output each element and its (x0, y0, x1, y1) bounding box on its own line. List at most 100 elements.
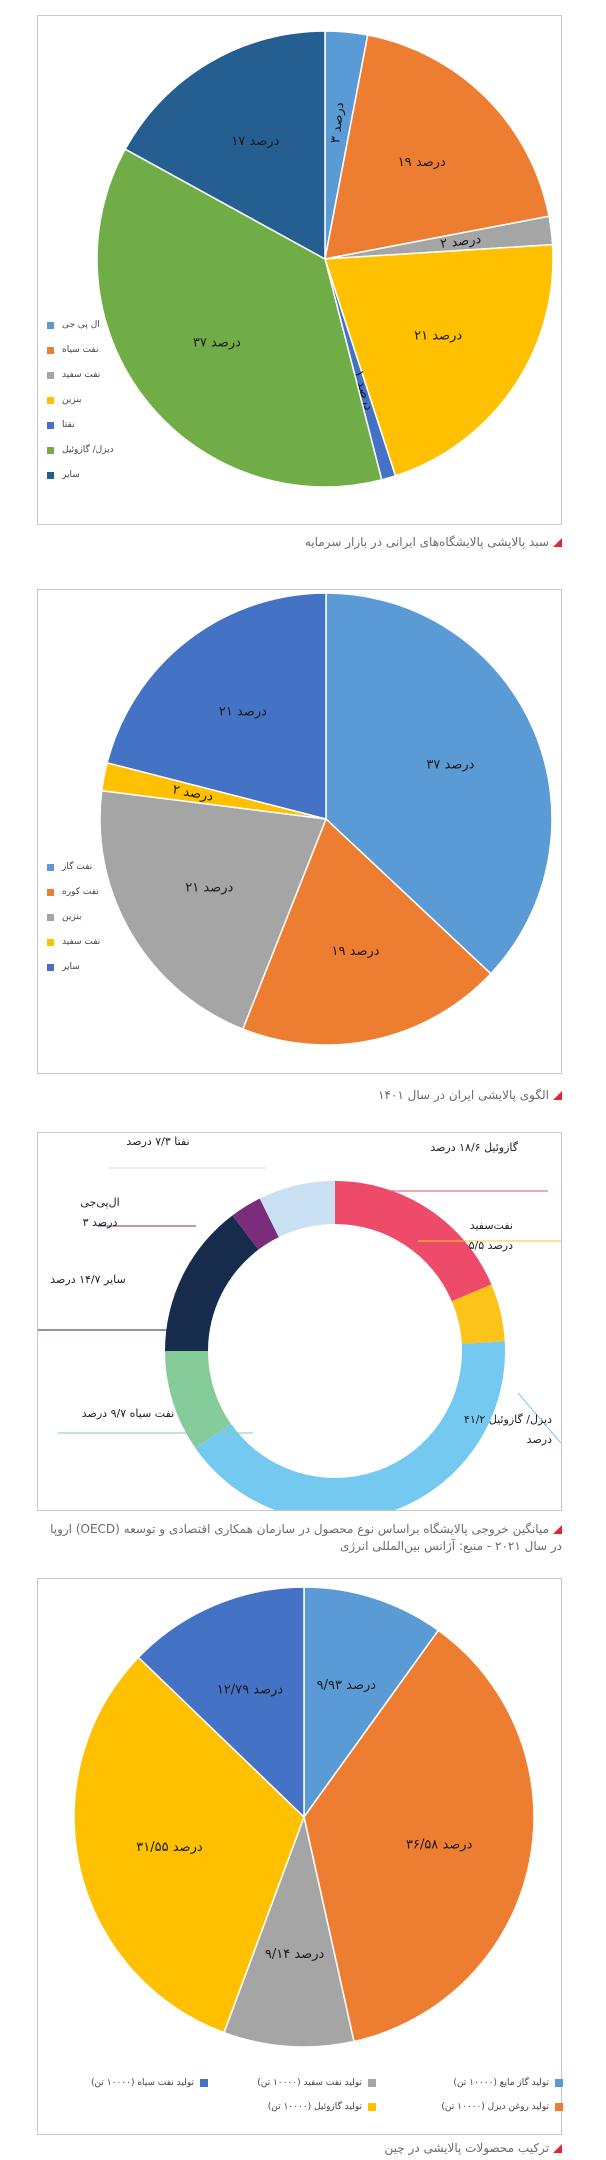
chart1-legend: ال پی جی نفت سیاه نفت سفید بنزین نفتا دیزل/ گ… (47, 318, 114, 493)
chart2-legend-item: نفت کوره (47, 885, 100, 899)
legend-label: تولید نفت سفید (۱۰۰۰۰ تن) (257, 2078, 362, 2088)
legend-swatch (47, 888, 54, 896)
caption-marker-icon (553, 1091, 562, 1100)
legend-swatch (47, 421, 54, 429)
chart4-slice-label-0: ۹/۹۳ درصد (317, 1678, 377, 1693)
chart4-panel: ۹/۹۳ درصد ۳۶/۵۸ درصد ۹/۱۴ درصد ۳۱/۵۵ درصد ۱۲… (37, 1578, 562, 2135)
legend-swatch (47, 471, 54, 479)
legend-swatch (47, 963, 54, 971)
chart4-slice-0 (303, 1586, 440, 1820)
chart4-slice-label-1: ۳۶/۵۸ درصد (406, 1837, 473, 1852)
chart4-legend-item: تولید نفت سیاه (۱۰۰۰۰ تن) (91, 2078, 208, 2088)
chart1-legend-item: دیزل/ گازوئیل (47, 443, 114, 457)
chart2-legend-item: بنزین (47, 910, 100, 924)
chart2-legend-item: نفت گاز (47, 860, 100, 874)
chart4-slice-label-4: ۱۲/۷۹ درصد (217, 1682, 284, 1697)
chart3-slice-3 (165, 1351, 231, 1449)
chart1-slice-label-3: ۲۱ درصد (414, 328, 462, 343)
legend-label: تولید نفت سیاه (۱۰۰۰۰ تن) (91, 2078, 194, 2088)
legend-swatch (47, 346, 54, 354)
chart2-slice-0 (325, 592, 553, 975)
chart2-caption: الگوی پالایشی ایران در سال ۱۴۰۱ (37, 1087, 562, 1104)
chart3-donut: گازوئیل ۱۸/۶ درصد نفت‌سفید ۵/۵ درصد دیزل/ گ… (38, 1135, 561, 1510)
chart4-legend: تولید گاز مایع (۱۰۰۰۰ تن) تولید روغن دیزل… (0, 2065, 606, 2125)
chart2-panel: ۳۷ درصد ۱۹ درصد ۲۱ درصد ۲ درصد ۲۱ درصد نفت گ… (37, 589, 562, 1074)
chart1-slice-label-1: ۱۹ درصد (398, 155, 446, 170)
legend-label: نفت سفید (62, 370, 101, 380)
legend-swatch (47, 371, 54, 379)
legend-swatch (200, 2079, 208, 2087)
chart2-legend-item: نفت سفید (47, 935, 100, 949)
chart3-slice-6 (259, 1181, 335, 1238)
legend-label: نفتا (62, 420, 75, 430)
chart3-slice-1 (451, 1284, 505, 1344)
chart2-slice-label-0: ۳۷ درصد (426, 758, 474, 773)
caption-marker-icon (553, 538, 562, 547)
chart4-slice-2 (223, 1814, 355, 2048)
chart1-panel: ۳ درصد ۱۹ درصد ۲ درصد ۲۱ درصد ۱ درصد ۳۷ درصد ۱… (37, 15, 562, 525)
chart3-ext-label-5-line2: ۳ درصد (83, 1216, 118, 1229)
chart1-caption-text: سبد پالایشی پالایشگاه‌های ایرانی در بازا… (304, 535, 549, 549)
chart3-ext-label-5: ال‌پی‌جی (80, 1196, 119, 1209)
chart2-slice-label-2: ۲۱ درصد (185, 881, 233, 896)
legend-label: نفت سیاه (62, 345, 99, 355)
legend-swatch (47, 321, 54, 329)
chart4-caption-text: ترکیب محصولات پالایشی در چین (384, 2141, 549, 2155)
legend-swatch (47, 913, 54, 921)
chart1-legend-item: سایر (47, 468, 114, 482)
caption-marker-icon (553, 1525, 562, 1534)
chart1-slice-3 (323, 243, 554, 477)
chart4-caption: ترکیب محصولات پالایشی در چین (37, 2140, 562, 2157)
chart1-slice-1 (324, 34, 550, 260)
legend-label: سایر (62, 962, 80, 972)
chart1-legend-item: نفت سیاه (47, 343, 114, 357)
chart4-pie: ۹/۹۳ درصد ۳۶/۵۸ درصد ۹/۱۴ درصد ۳۱/۵۵ درصد ۱۲… (73, 1586, 535, 2048)
chart3-ext-label-3: نفت سیاه ۹/۷ درصد (82, 1407, 174, 1420)
chart3-ext-label-6: نفتا ۷/۳ درصد (126, 1135, 189, 1148)
legend-swatch (368, 2079, 376, 2087)
legend-label: نفت کوره (62, 887, 99, 897)
chart2-slice-1 (241, 817, 492, 1046)
legend-label: نفت سفید (62, 937, 101, 947)
chart3-ext-label-0: گازوئیل ۱۸/۶ درصد (430, 1141, 518, 1154)
chart2-caption-text: الگوی پالایشی ایران در سال ۱۴۰۱ (378, 1088, 549, 1102)
chart4-legend-item: تولید روغن دیزل (۱۰۰۰۰ تن) (441, 2102, 563, 2112)
legend-label: تولید گازوئیل (۱۰۰۰۰ تن) (267, 2102, 362, 2112)
chart2-legend: نفت گاز نفت کوره بنزین نفت سفید سایر (47, 860, 100, 985)
legend-label: تولید گاز مایع (۱۰۰۰۰ تن) (453, 2078, 549, 2088)
chart3-ext-label-1-line2: ۵/۵ درصد (469, 1239, 513, 1252)
legend-label: ال پی جی (62, 320, 100, 330)
chart3-slice-2 (195, 1341, 505, 1510)
legend-label: سایر (62, 470, 80, 480)
chart3-ext-label-2-line2: درصد (527, 1433, 552, 1446)
chart1-legend-item: ال پی جی (47, 318, 114, 332)
chart1-legend-item: بنزین (47, 393, 114, 407)
chart1-legend-item: نفت سفید (47, 368, 114, 382)
chart3-slice-5 (232, 1198, 279, 1250)
chart4-slice-1 (303, 1629, 535, 2043)
legend-swatch (47, 938, 54, 946)
chart2-slice-label-4: ۲۱ درصد (219, 704, 267, 719)
chart1-slice-label-2: ۲ درصد (439, 232, 482, 252)
chart4-slice-label-3: ۳۱/۵۵ درصد (136, 1840, 203, 1855)
chart4-slice-label-2: ۹/۱۴ درصد (265, 1947, 325, 1962)
chart3-ext-label-2: دیزل/ گازوئیل ۴۱/۲ (464, 1413, 552, 1426)
chart3-panel: گازوئیل ۱۸/۶ درصد نفت‌سفید ۵/۵ درصد دیزل/ گ… (37, 1132, 562, 1511)
chart3-slice-4 (165, 1215, 259, 1351)
chart1-slice-label-0: ۳ درصد (328, 101, 347, 143)
caption-marker-icon (553, 2144, 562, 2153)
legend-swatch (47, 446, 54, 454)
legend-label: بنزین (62, 395, 82, 405)
chart4-slice-3 (73, 1656, 305, 2034)
chart3-caption-text: میانگین خروجی پالایشگاه براساس نوع محصول… (50, 1522, 562, 1553)
legend-swatch (368, 2103, 376, 2111)
chart1-legend-item: نفتا (47, 418, 114, 432)
chart2-slice-4 (106, 592, 327, 820)
chart4-slice-4 (137, 1586, 305, 1819)
chart2-slice-label-1: ۱۹ درصد (332, 944, 380, 959)
legend-label: دیزل/ گازوئیل (62, 445, 114, 455)
chart1-caption: سبد پالایشی پالایشگاه‌های ایرانی در بازا… (37, 534, 562, 551)
legend-label: بنزین (62, 912, 82, 922)
